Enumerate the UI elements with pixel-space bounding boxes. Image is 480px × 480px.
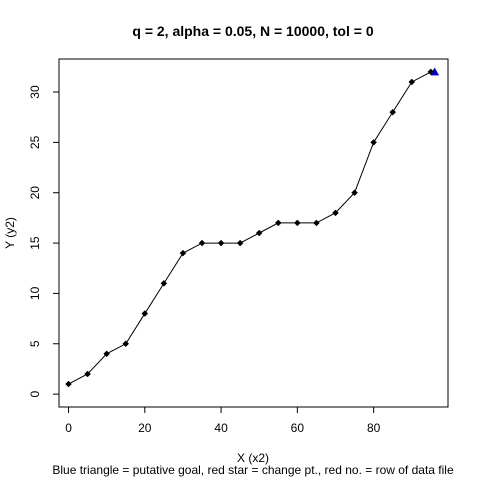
data-point (313, 219, 320, 227)
data-point (217, 239, 225, 247)
chart-title: q = 2, alpha = 0.05, N = 10000, tol = 0 (132, 23, 373, 39)
x-tick-label: 0 (65, 421, 72, 435)
x-axis: 0 20 40 60 80 (65, 407, 381, 435)
data-point (141, 310, 149, 317)
x-tick-label: 80 (367, 421, 381, 435)
data-point (160, 279, 168, 287)
data-point (255, 229, 263, 237)
x-tick-label: 60 (291, 421, 305, 435)
y-tick-label: 20 (28, 186, 42, 200)
y-tick-label: 10 (28, 286, 42, 300)
y-axis-label: Y (y2) (3, 217, 17, 249)
footer-note: Blue triangle = putative goal, red star … (52, 463, 454, 477)
data-point (103, 350, 111, 358)
y-tick-label: 5 (28, 340, 42, 347)
x-tick-label: 20 (138, 421, 152, 435)
data-point (274, 219, 282, 227)
data-point (122, 340, 130, 348)
data-point (294, 219, 301, 227)
data-point (236, 239, 244, 247)
data-point (198, 239, 206, 247)
y-tick-label: 30 (28, 85, 42, 99)
data-point (179, 249, 187, 257)
data-point (351, 189, 358, 197)
x-axis-label: X (x2) (237, 451, 269, 465)
y-tick-label: 0 (28, 390, 42, 397)
y-tick-label: 25 (28, 135, 42, 149)
goal-marker (430, 67, 440, 76)
data-point (370, 139, 377, 146)
y-tick-label: 15 (28, 236, 42, 250)
data-point (84, 370, 91, 378)
series-line (68, 71, 432, 385)
x-tick-label: 40 (214, 421, 228, 435)
data-point (408, 78, 416, 86)
plot-frame (58, 58, 449, 408)
data-point (332, 209, 339, 217)
series-group (65, 67, 440, 388)
y-axis: 0 5 10 15 20 25 30 (28, 85, 59, 397)
data-point (389, 108, 397, 116)
data-point (65, 380, 72, 388)
